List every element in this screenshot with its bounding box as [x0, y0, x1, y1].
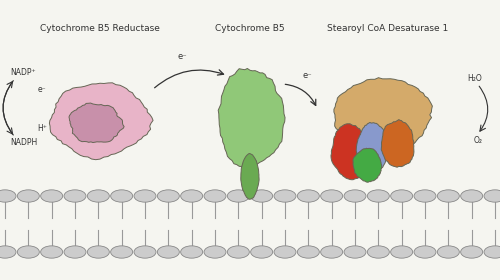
Circle shape	[158, 246, 180, 258]
Text: e⁻: e⁻	[38, 85, 46, 94]
Circle shape	[484, 190, 500, 202]
Circle shape	[64, 190, 86, 202]
Circle shape	[320, 246, 342, 258]
Circle shape	[134, 246, 156, 258]
Polygon shape	[69, 103, 124, 143]
Circle shape	[40, 190, 62, 202]
Polygon shape	[241, 153, 259, 199]
Circle shape	[368, 190, 390, 202]
Circle shape	[368, 246, 390, 258]
Text: NADP⁺: NADP⁺	[10, 68, 36, 77]
Circle shape	[274, 246, 296, 258]
Polygon shape	[356, 122, 389, 173]
Text: NADPH: NADPH	[10, 138, 37, 147]
Circle shape	[250, 246, 272, 258]
Text: Stearoyl CoA Desaturase 1: Stearoyl CoA Desaturase 1	[327, 24, 448, 32]
Circle shape	[438, 246, 460, 258]
Text: H⁺: H⁺	[38, 124, 48, 133]
Circle shape	[250, 190, 272, 202]
Text: O₂: O₂	[474, 136, 482, 144]
Circle shape	[344, 246, 366, 258]
Circle shape	[414, 246, 436, 258]
Circle shape	[110, 190, 132, 202]
Circle shape	[110, 246, 132, 258]
Text: Cytochrome B5: Cytochrome B5	[215, 24, 285, 32]
Circle shape	[180, 246, 203, 258]
Circle shape	[228, 190, 250, 202]
Circle shape	[18, 190, 40, 202]
Polygon shape	[334, 78, 432, 151]
Circle shape	[390, 246, 412, 258]
Circle shape	[64, 246, 86, 258]
Circle shape	[298, 246, 320, 258]
Circle shape	[0, 246, 16, 258]
Circle shape	[414, 190, 436, 202]
Circle shape	[320, 190, 342, 202]
Circle shape	[204, 246, 226, 258]
Polygon shape	[353, 148, 382, 182]
Circle shape	[460, 190, 482, 202]
Circle shape	[460, 246, 482, 258]
Circle shape	[40, 246, 62, 258]
Circle shape	[18, 246, 40, 258]
Circle shape	[0, 190, 16, 202]
Circle shape	[204, 190, 226, 202]
Text: H₂O: H₂O	[468, 74, 482, 83]
Polygon shape	[218, 69, 285, 167]
Circle shape	[274, 190, 296, 202]
Circle shape	[134, 190, 156, 202]
Circle shape	[88, 190, 110, 202]
Circle shape	[438, 190, 460, 202]
Circle shape	[180, 190, 203, 202]
Text: e⁻: e⁻	[178, 52, 188, 60]
Circle shape	[390, 190, 412, 202]
Polygon shape	[331, 124, 370, 180]
Circle shape	[344, 190, 366, 202]
Text: Cytochrome B5 Reductase: Cytochrome B5 Reductase	[40, 24, 160, 32]
Circle shape	[228, 246, 250, 258]
Polygon shape	[50, 83, 153, 160]
Circle shape	[158, 190, 180, 202]
Circle shape	[484, 246, 500, 258]
Text: e⁻: e⁻	[302, 71, 312, 80]
Polygon shape	[382, 120, 414, 167]
Circle shape	[298, 190, 320, 202]
Circle shape	[88, 246, 110, 258]
